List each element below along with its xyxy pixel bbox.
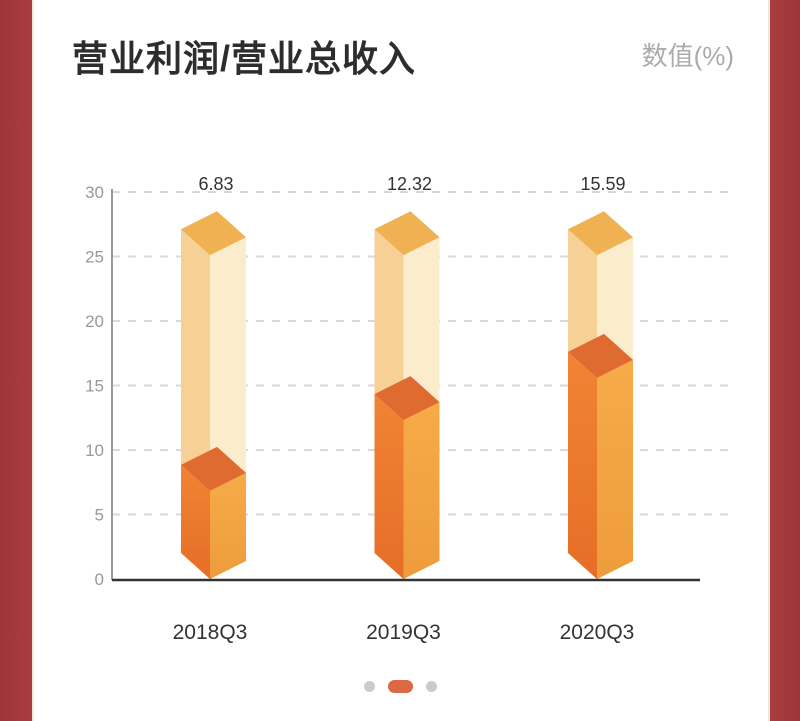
category-label: 2020Q3 xyxy=(560,621,635,644)
chart-title: 营业利润/营业总收入 xyxy=(72,38,417,79)
y-tick-label: 0 xyxy=(95,570,104,589)
value-label: 12.32 xyxy=(387,174,432,194)
carousel-dot-active[interactable] xyxy=(387,680,413,693)
bar-group-2018Q3[interactable] xyxy=(181,211,246,579)
right-red-border xyxy=(768,0,800,721)
carousel-dot[interactable] xyxy=(425,681,437,692)
bar-column-top-face xyxy=(181,446,246,491)
track-column-top-face xyxy=(568,211,633,256)
unit-label: 数值(%) xyxy=(641,41,734,71)
carousel-dot[interactable] xyxy=(363,681,375,692)
value-label: 6.83 xyxy=(198,174,233,194)
track-column-top-face xyxy=(374,211,440,256)
y-tick-label: 20 xyxy=(85,312,104,331)
y-tick-label: 25 xyxy=(85,248,104,267)
bar-column-left-face xyxy=(181,464,210,579)
y-tick-label: 10 xyxy=(85,441,104,460)
bar-column-right-face xyxy=(210,472,246,579)
chart-header: 营业利润/营业总收入 数值(%) xyxy=(72,30,734,80)
bar-column-right-face xyxy=(597,359,633,579)
left-red-border xyxy=(0,0,34,721)
value-label: 15.59 xyxy=(580,174,625,194)
y-tick-label: 15 xyxy=(85,377,104,396)
category-label: 2018Q3 xyxy=(173,621,248,644)
bar-column-top-face xyxy=(374,376,440,421)
carousel-dots xyxy=(0,680,800,693)
bar-group-2019Q3[interactable] xyxy=(374,211,440,579)
y-tick-label: 30 xyxy=(85,183,104,202)
bar-column-left-face xyxy=(568,351,597,579)
y-tick-label: 5 xyxy=(95,506,104,525)
bar-group-2020Q3[interactable] xyxy=(568,211,633,579)
category-label: 2019Q3 xyxy=(366,621,441,644)
bar-column-top-face xyxy=(568,333,633,378)
bar-column-right-face xyxy=(403,402,440,579)
bar-column-left-face xyxy=(374,394,404,579)
track-column-top-face xyxy=(181,211,246,256)
